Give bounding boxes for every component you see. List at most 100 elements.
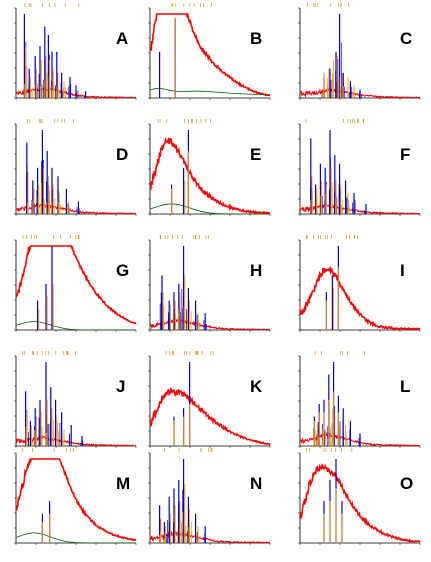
axis-frame [299,240,420,331]
series-0 [299,202,421,215]
panel-g [14,235,137,332]
series-1 [310,130,367,214]
top-markers [305,119,365,123]
panel-label-c: C [400,29,413,48]
series-1 [149,88,270,95]
series-0 [15,203,137,215]
signal-line [149,137,271,215]
signal-line [149,530,271,544]
top-markers [159,235,209,239]
top-markers [306,235,358,239]
panel-c [298,3,421,100]
panel-label-m: M [116,474,131,493]
series-0 [15,458,137,542]
panel-label-o: O [400,474,414,493]
panel-label-a: A [116,29,129,48]
background-line [149,88,270,95]
top-markers [165,351,214,355]
top-markers [21,448,74,452]
series-2 [159,18,176,98]
panel-n [148,448,271,545]
series-3 [171,151,189,214]
top-markers [24,3,80,7]
series-2 [323,488,343,543]
panel-i [298,235,421,332]
series-0 [299,463,421,543]
series-2 [159,484,200,543]
signal-line [299,202,421,215]
signal-line [15,245,137,325]
panel-m [14,448,137,545]
panel-label-k: K [250,377,263,396]
series-3 [41,513,51,543]
series-0 [149,12,271,97]
axis-frame [299,8,420,99]
panel-label-h: H [250,261,263,280]
panel-label-e: E [250,145,262,164]
panel-j [14,351,137,448]
panel-d [14,119,137,216]
panel-o [298,448,421,545]
signal-line [149,386,271,446]
top-markers [171,3,212,7]
top-markers [163,448,213,452]
series-2 [27,167,71,214]
panel-label-d: D [116,145,129,164]
background-line [15,532,136,544]
series-1 [23,14,87,98]
series-2 [173,404,191,446]
series-2 [313,391,348,446]
top-markers [22,235,80,239]
top-markers [306,448,353,452]
panel-label-b: B [250,29,263,48]
panel-label-i: I [400,261,405,280]
series-2 [171,130,190,214]
top-markers [157,119,211,123]
series-2 [37,246,53,330]
panel-label-n: N [250,474,263,493]
panel-e [148,119,271,216]
panel-l [298,351,421,448]
series-2 [309,167,350,214]
signal-line [15,203,137,215]
axis-frame [15,8,136,99]
top-markers [307,3,350,7]
signal-line [299,265,421,331]
series-0 [149,386,271,446]
series-1 [15,321,136,331]
panel-k [148,351,271,448]
panel-label-l: L [400,377,411,396]
series-3 [38,283,54,330]
series-1 [15,532,136,544]
axis-frame [299,124,420,215]
axis-frame [15,240,136,331]
series-2 [322,56,355,98]
series-0 [149,137,271,215]
series-1 [159,459,206,543]
panel-b [148,3,271,100]
panel-a [14,3,137,100]
top-markers [22,351,76,355]
panel-h [148,235,271,332]
signal-line [15,458,137,542]
axis-frame [149,124,270,215]
panel-label-f: F [400,145,411,164]
panel-label-j: J [116,377,126,396]
series-2 [325,267,339,330]
top-markers [27,119,74,123]
background-line [15,321,136,331]
axis-frame [149,356,270,447]
series-1 [173,362,191,446]
series-2 [24,47,67,98]
signal-line [149,12,271,97]
series-2 [25,399,65,446]
series-1 [159,246,208,330]
background-line [149,203,270,215]
signal-line [299,463,421,543]
top-markers [314,351,365,355]
panel-f [298,119,421,216]
series-1 [323,459,343,543]
panel-label-g: G [116,261,130,280]
series-0 [149,530,271,544]
